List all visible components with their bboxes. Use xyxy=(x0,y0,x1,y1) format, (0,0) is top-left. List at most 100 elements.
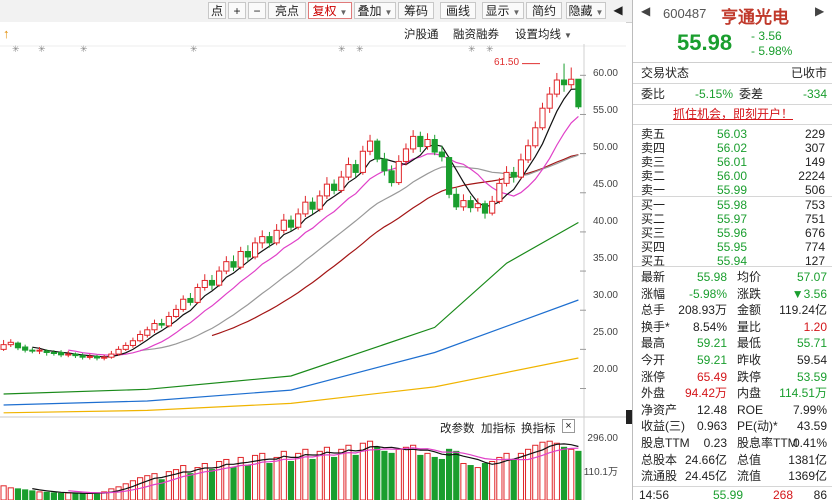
asterisk-mark: ✳ xyxy=(80,44,88,54)
candle-body xyxy=(43,350,50,353)
candle-body xyxy=(137,333,144,342)
candle-body xyxy=(481,203,489,214)
y-label: 20.00 xyxy=(592,364,618,375)
candle-body xyxy=(208,279,216,286)
candle-body xyxy=(345,164,352,178)
volume-bar xyxy=(517,452,525,500)
candle-body xyxy=(323,183,331,197)
draw-line-button[interactable]: 画线 xyxy=(440,2,476,19)
vol-ma10-line xyxy=(68,447,579,494)
hgt-link[interactable]: 沪股通 xyxy=(404,29,439,41)
stat-label: 股息率TTM xyxy=(737,436,798,450)
stat-label: 总手 xyxy=(641,303,666,318)
ask-price: 56.02 xyxy=(717,141,748,155)
stat-row: 外盘 94.42万 内盘 114.51万 xyxy=(633,386,832,401)
volume-bar xyxy=(14,488,22,500)
simple-button[interactable]: 简约 xyxy=(526,2,562,19)
zoom-out-button[interactable]: − xyxy=(248,2,266,19)
candle-body xyxy=(496,182,503,202)
kline-chart[interactable]: ✳ ✳ ✳ ✳ ✳ ✳ ✳ ✳ 沪股通 融资融券 设置均线 ▼ ↑ 61.50 60.00 55… xyxy=(0,22,626,500)
volume-bar xyxy=(374,446,381,500)
stat-label: 内盘 xyxy=(737,386,762,401)
open-account-link[interactable]: 抓住机会，即刻开户！ xyxy=(672,107,793,121)
prev-stock-icon[interactable]: ◀ xyxy=(641,4,651,18)
asterisk-mark: ✳ xyxy=(338,44,346,54)
candle-body xyxy=(424,139,431,148)
stat-label: 最新 xyxy=(641,270,666,284)
stat-value: ▼3.56 xyxy=(791,286,827,301)
chart-toolbar: 点 + − 亮点 复权 ▼ 叠加 ▼ 筹码 画线 显示 ▼ 简约 隐藏 ▼ ◀ xyxy=(0,0,632,23)
stat-row: 流通股 24.45亿 流值 1369亿 xyxy=(633,469,832,484)
candle-body xyxy=(259,236,266,244)
weibi-value: -5.15% xyxy=(695,87,734,101)
overlay-label: 叠加 xyxy=(357,4,382,18)
volume-bar xyxy=(7,487,14,500)
candle-body xyxy=(295,213,302,228)
volume-bar xyxy=(481,463,489,500)
tick-volume: 268 xyxy=(773,488,794,502)
candle-body xyxy=(302,201,309,215)
bid-row: 买二 55.97 751 xyxy=(633,212,832,226)
volume-bar xyxy=(553,442,560,500)
bid-label: 买三 xyxy=(641,226,666,240)
candle-body xyxy=(510,171,517,178)
candle-body xyxy=(0,344,7,350)
stat-value: 65.49 xyxy=(696,369,727,384)
stat-label: 最高 xyxy=(641,336,666,351)
ask-row: 卖一 55.99 506 xyxy=(633,183,832,197)
stat-row: 涨幅 -5.98% 涨跌 ▼3.56 xyxy=(633,287,832,302)
candle-body xyxy=(453,193,460,208)
volume-bar xyxy=(525,448,532,500)
candle-body xyxy=(575,78,582,108)
highlight-button[interactable]: 亮点 xyxy=(268,2,306,19)
zoom-in-button[interactable]: + xyxy=(228,2,246,19)
stat-value: 55.71 xyxy=(796,336,827,351)
tick-count: 86 xyxy=(813,488,827,502)
candle-body xyxy=(568,78,575,86)
asterisk-mark: ✳ xyxy=(38,44,46,54)
volume-bar xyxy=(503,452,510,500)
edit-params-link[interactable]: 改参数 xyxy=(440,423,475,435)
margin-link[interactable]: 融资融券 xyxy=(453,29,499,41)
candle-body xyxy=(50,351,57,354)
stat-label: 流通股 xyxy=(641,469,678,484)
switch-indicator-link[interactable]: 换指标 xyxy=(521,423,556,435)
ma250-line xyxy=(3,357,579,414)
add-indicator-link[interactable]: 加指标 xyxy=(481,423,516,435)
volume-bar xyxy=(568,448,575,500)
overlay-dropdown[interactable]: 叠加 ▼ xyxy=(354,2,396,19)
fuquan-dropdown[interactable]: 复权 ▼ xyxy=(308,2,352,19)
stock-code: 600487 xyxy=(663,6,707,21)
hide-dropdown[interactable]: 隐藏 ▼ xyxy=(566,2,606,19)
next-stock-icon[interactable]: ▶ xyxy=(815,4,825,18)
volume-top-label: 296.00 xyxy=(587,433,618,444)
candle-body xyxy=(553,79,560,95)
volume-bar xyxy=(230,467,237,500)
collapse-panel-button[interactable]: ◀ xyxy=(613,3,623,17)
y-label: 40.00 xyxy=(592,216,618,227)
bid-row: 买五 55.94 127 xyxy=(633,254,832,268)
volume-bar xyxy=(424,452,431,500)
bid-row: 买一 55.98 753 xyxy=(633,198,832,212)
volume-bar xyxy=(431,456,438,500)
toolbar-dot-button[interactable]: 点 xyxy=(208,2,226,19)
volume-bar xyxy=(187,473,194,500)
stat-row: 总手 208.93万 金额 119.24亿 xyxy=(633,303,832,318)
display-dropdown[interactable]: 显示 ▼ xyxy=(482,2,524,19)
candle-body xyxy=(316,195,323,210)
ma-settings-dropdown[interactable]: 设置均线 ▼ xyxy=(515,26,572,42)
chevron-down-icon: ▼ xyxy=(512,8,521,17)
candle-body xyxy=(366,140,374,152)
weicha-label: 委差 xyxy=(739,87,764,101)
candle-body xyxy=(474,203,481,209)
stat-value: 0.41% xyxy=(792,436,827,450)
volume-bar xyxy=(539,441,546,500)
bid-label: 买二 xyxy=(641,212,666,226)
splitter-handle[interactable] xyxy=(626,410,632,424)
candle-body xyxy=(388,170,395,184)
close-indicator-icon[interactable]: × xyxy=(562,419,575,433)
candle-body xyxy=(381,158,388,172)
chips-button[interactable]: 筹码 xyxy=(398,2,434,19)
candle-body xyxy=(489,200,496,214)
stat-row: 涨停 65.49 跌停 53.59 xyxy=(633,370,832,385)
